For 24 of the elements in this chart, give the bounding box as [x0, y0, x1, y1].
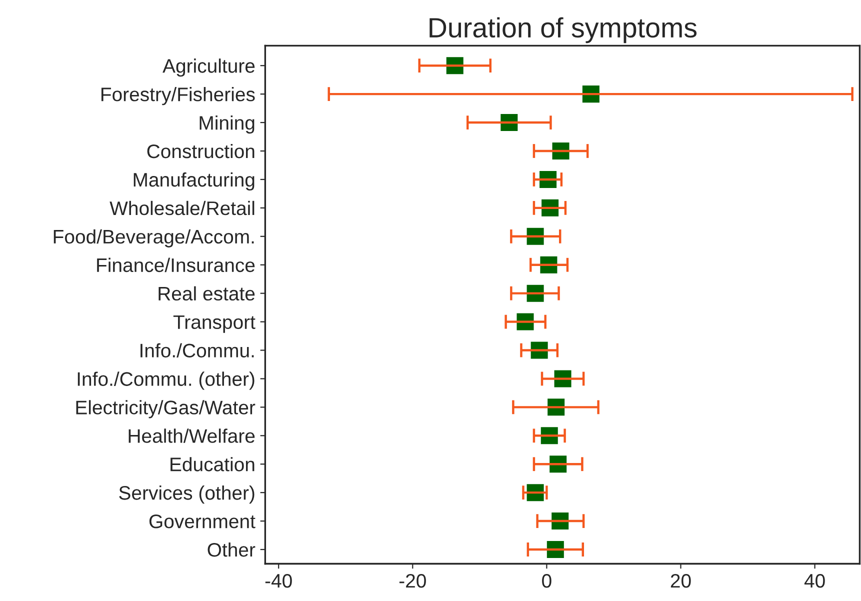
- y-tick-label: Other: [208, 542, 256, 557]
- y-tick-label: Manufacturing: [134, 172, 254, 191]
- y-tick-label: Finance/Insurance: [97, 258, 255, 272]
- y-tick-label: Government: [149, 514, 256, 528]
- y-tick-label: Food/Beverage/Accom.: [54, 229, 254, 248]
- y-tick-label: Services (other): [119, 486, 254, 504]
- y-tick-label: Info./Commu.: [140, 343, 254, 358]
- x-tick-label: 20: [670, 574, 691, 588]
- y-tick-label: Health/Welfare: [128, 428, 255, 443]
- y-tick-label: Wholesale/Retail: [110, 200, 254, 216]
- y-tick-label: Real estate: [158, 286, 255, 301]
- y-tick-label: Transport: [173, 315, 256, 333]
- y-tick-label: Mining: [200, 115, 254, 134]
- x-tick-label: 40: [804, 574, 825, 588]
- y-tick-label: Forestry/Fisheries: [101, 87, 255, 106]
- x-tick-label: 0: [542, 574, 552, 588]
- chart-title: Duration of symptoms: [430, 17, 697, 44]
- x-tick-label: -20: [399, 574, 426, 588]
- y-tick-label: Info./Commu. (other): [78, 372, 254, 390]
- x-tick-label: -40: [265, 574, 292, 588]
- y-tick-label: Education: [170, 457, 254, 472]
- y-tick-label: Electricity/Gas/Water: [76, 400, 256, 418]
- y-tick-label: Agriculture: [162, 58, 255, 77]
- y-tick-label: Construction: [147, 144, 254, 158]
